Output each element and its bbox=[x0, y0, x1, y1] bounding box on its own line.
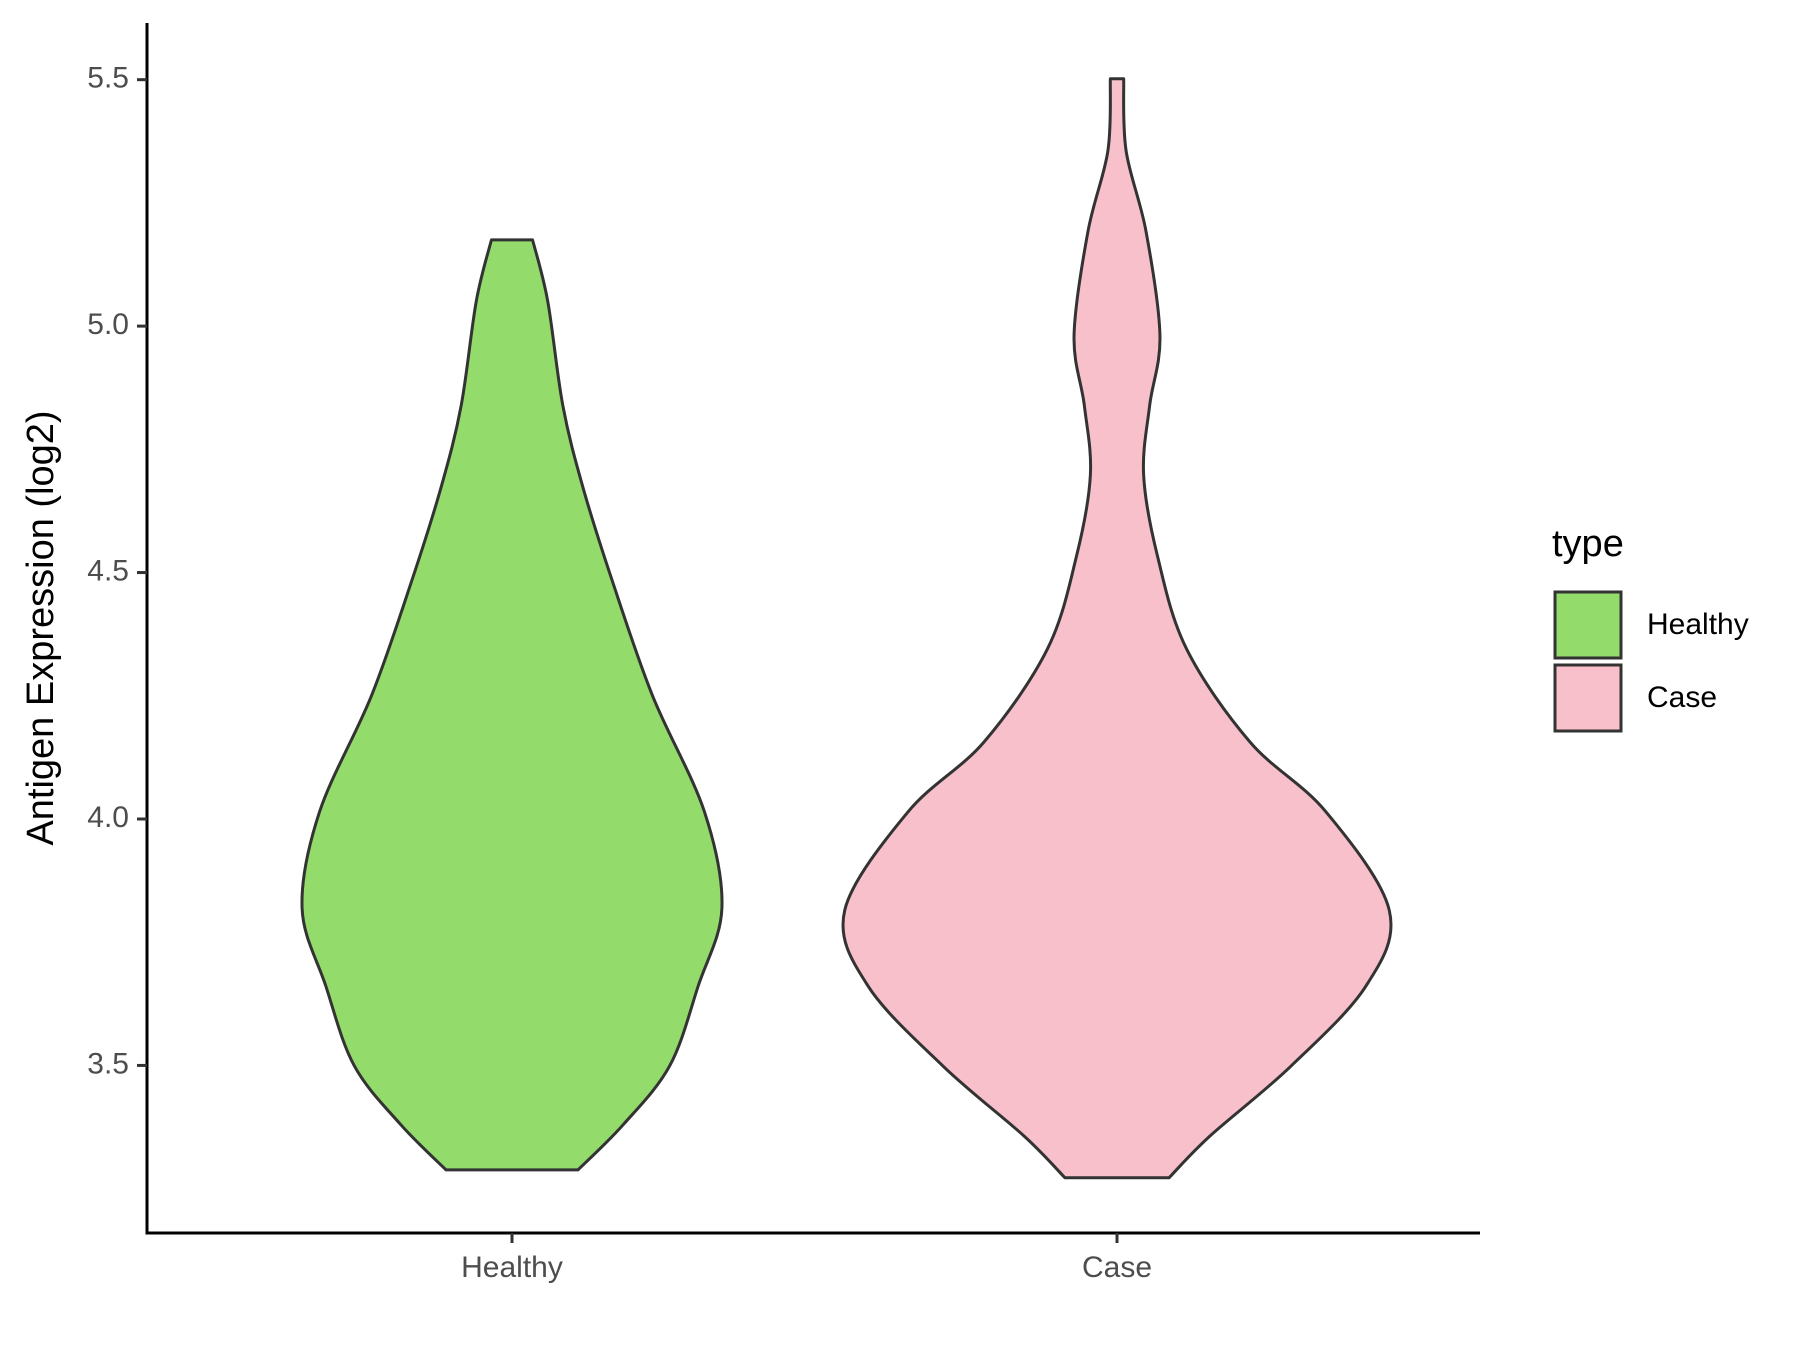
y-tick-label: 4.5 bbox=[87, 554, 129, 587]
legend-title: type bbox=[1552, 523, 1624, 565]
legend-swatch bbox=[1553, 590, 1623, 660]
y-tick-label: 3.5 bbox=[87, 1047, 129, 1080]
x-tick-label: Healthy bbox=[461, 1251, 563, 1284]
y-tick-label: 4.0 bbox=[87, 801, 129, 834]
violin bbox=[300, 238, 724, 1172]
legend-label: Healthy bbox=[1647, 608, 1749, 641]
legend-swatch bbox=[1553, 663, 1623, 733]
violin bbox=[841, 77, 1393, 1180]
y-tick-label: 5.5 bbox=[87, 62, 129, 95]
y-axis-title: Antigen Expression (log2) bbox=[20, 410, 62, 845]
x-tick-label: Case bbox=[1082, 1251, 1152, 1284]
y-tick-label: 5.0 bbox=[87, 308, 129, 341]
legend-label: Case bbox=[1647, 681, 1717, 714]
